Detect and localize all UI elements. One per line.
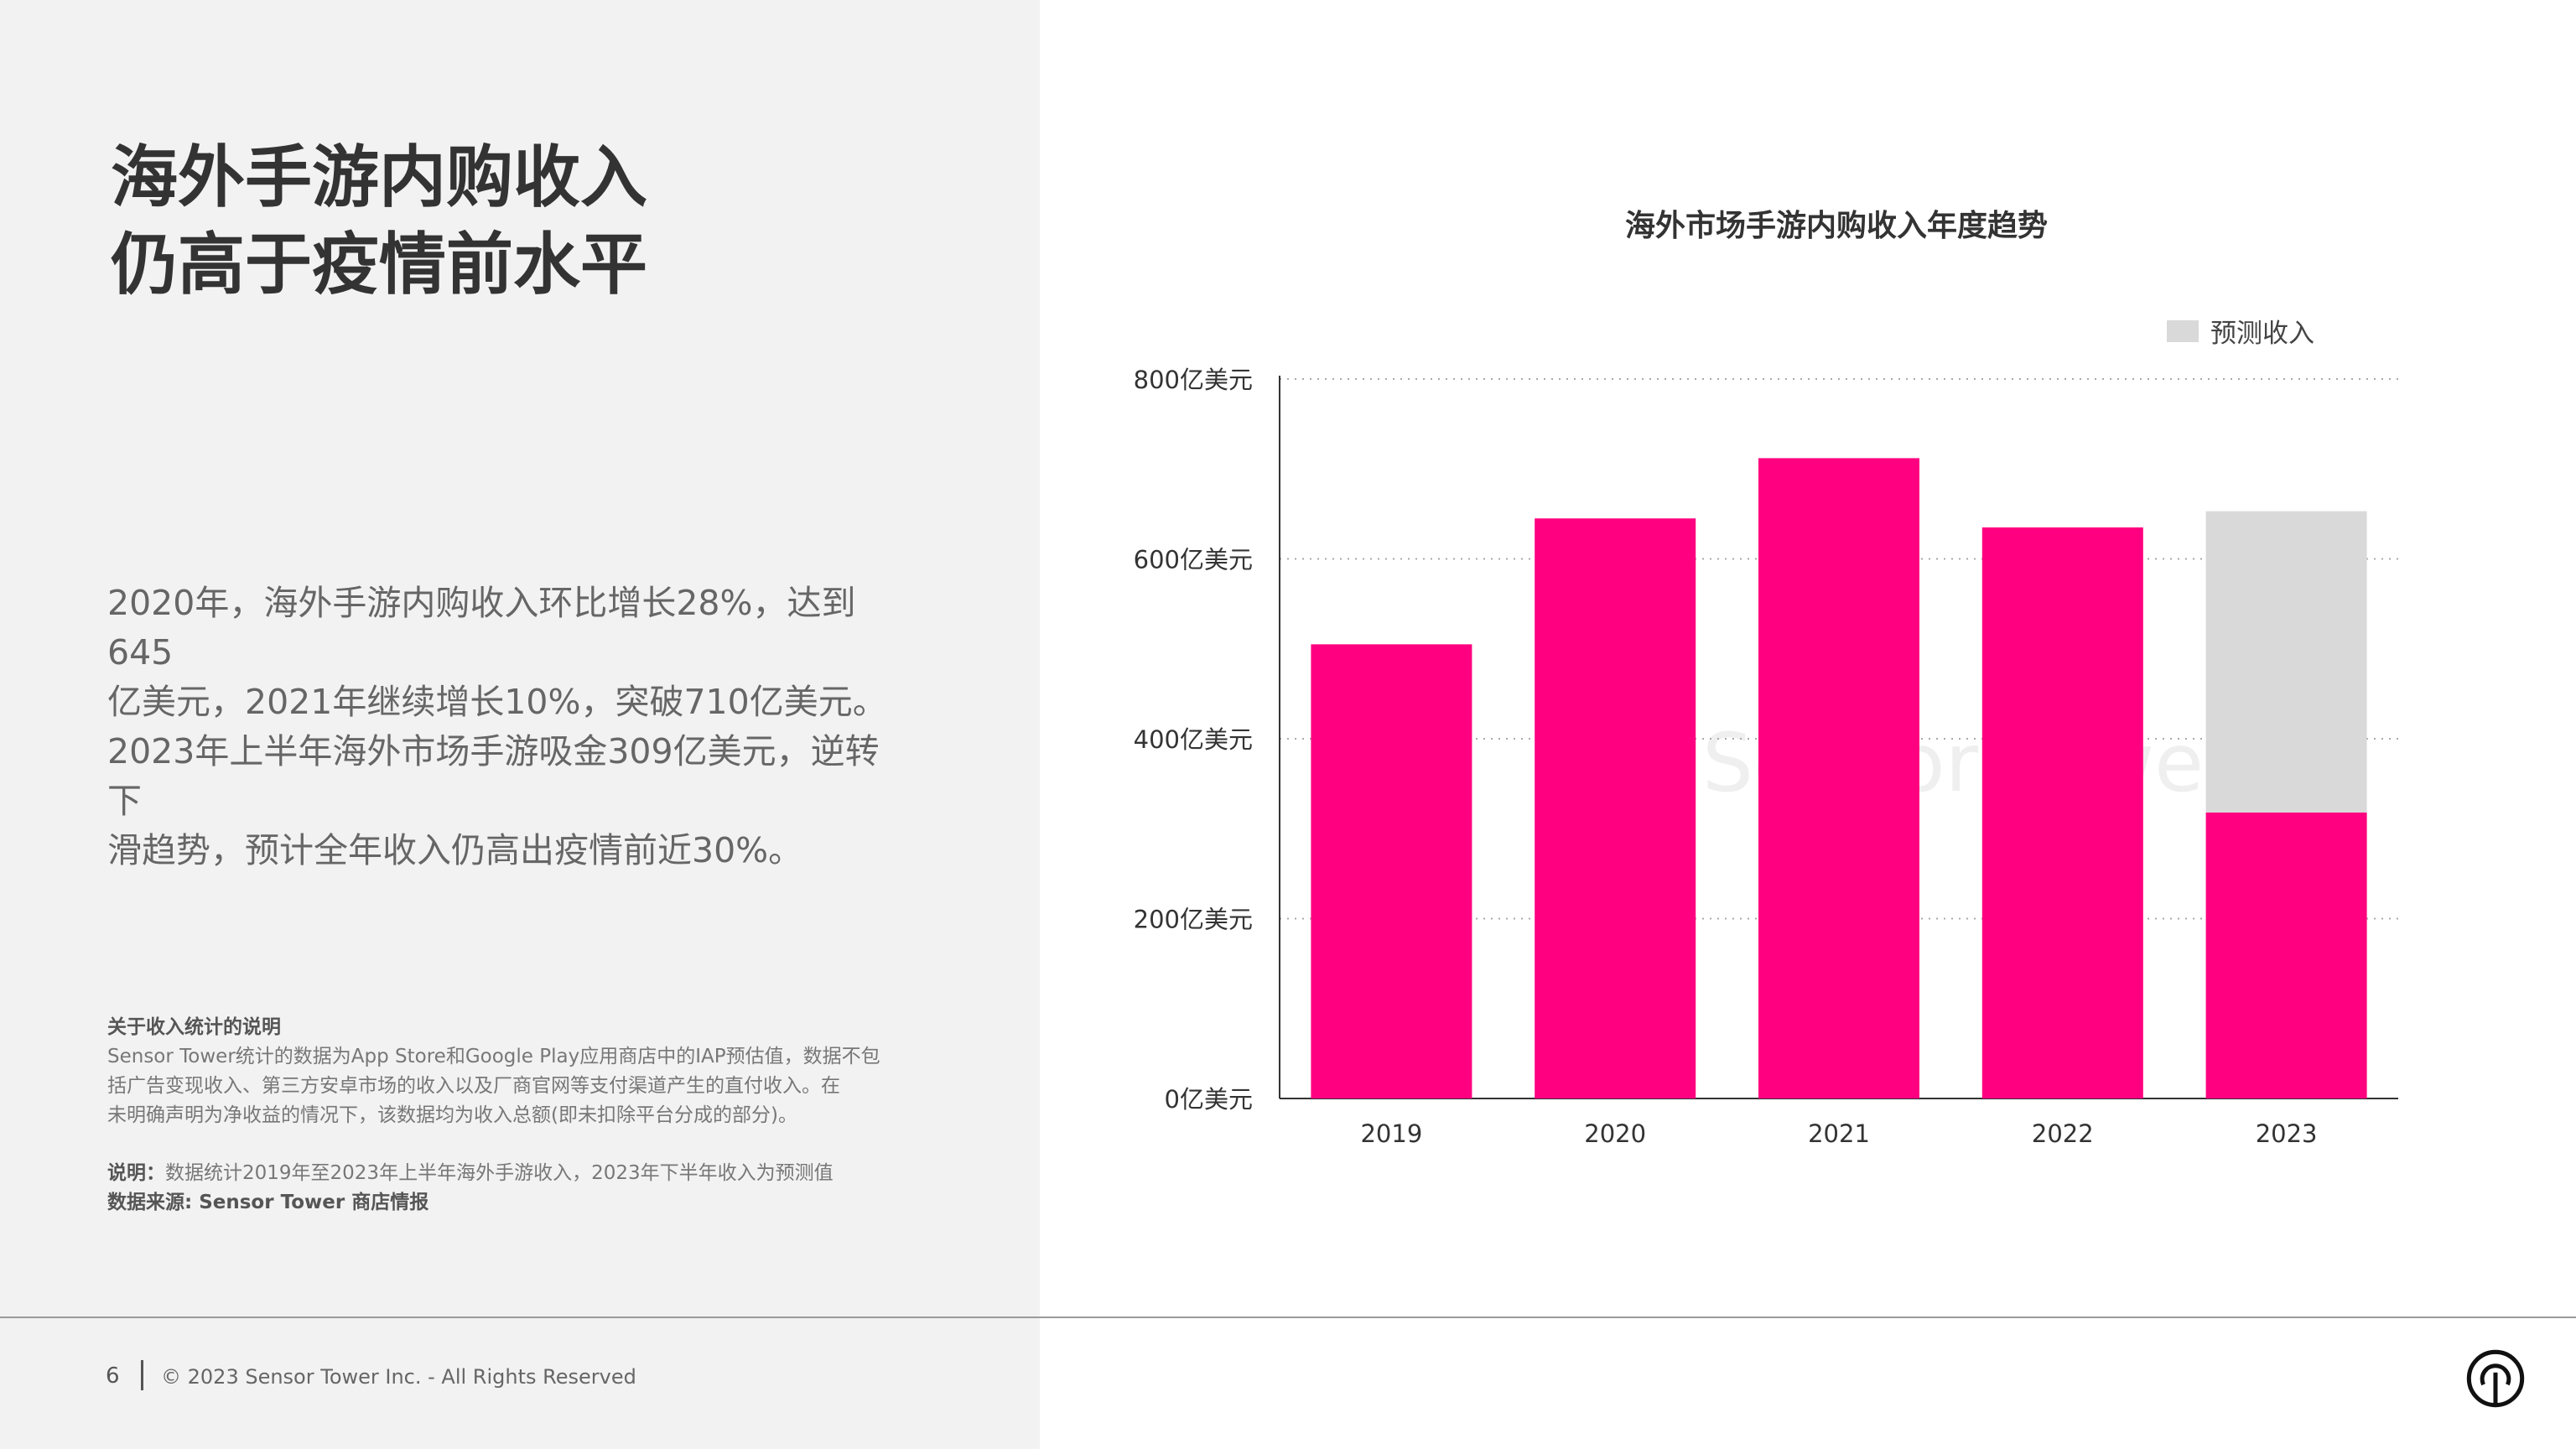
summary-line-2: 亿美元，2021年继续增长10%，突破710亿美元。 [107, 682, 887, 722]
sensor-tower-logo-icon [2466, 1349, 2525, 1408]
footer-separator [141, 1360, 143, 1390]
explain-row: 说明：数据统计2019年至2023年上半年海外手游收入，2023年下半年收入为预… [107, 1159, 912, 1188]
x-tick-label: 2020 [1584, 1119, 1646, 1148]
bar-actual-2023 [2205, 812, 2367, 1098]
summary-line-4: 滑趋势，预计全年收入仍高出疫情前近30%。 [107, 830, 803, 870]
y-tick-label: 600亿美元 [1134, 546, 1253, 574]
notes-line-1: Sensor Tower统计的数据为App Store和Google Play应… [107, 1046, 880, 1067]
left-panel: 海外手游内购收入 仍高于疫情前水平 2020年，海外手游内购收入环比增长28%，… [0, 0, 1040, 1449]
x-tick-label: 2019 [1360, 1119, 1422, 1148]
bar-actual-2019 [1311, 644, 1472, 1098]
page-number: 6 [106, 1363, 120, 1389]
bar-actual-2022 [1981, 527, 2143, 1098]
explain-text: 数据统计2019年至2023年上半年海外手游收入，2023年下半年收入为预测值 [165, 1162, 834, 1184]
notes-title: 关于收入统计的说明 [107, 1016, 281, 1038]
chart-legend: 预测收入 [2167, 312, 2314, 350]
notes-gap [107, 1130, 912, 1159]
chart-title: 海外市场手游内购收入年度趋势 [1624, 209, 2048, 243]
summary-line-3: 2023年上半年海外市场手游吸金309亿美元，逆转下 [107, 731, 880, 821]
y-tick-label: 800亿美元 [1134, 366, 1253, 394]
page-headline: 海外手游内购收入 仍高于疫情前水平 [111, 134, 647, 309]
x-tick-label: 2023 [2256, 1119, 2318, 1148]
notes-line-2: 括广告变现收入、第三方安卓市场的收入以及厂商官网等支付渠道产生的直付收入。在 [107, 1075, 840, 1097]
x-tick-label: 2021 [1808, 1119, 1870, 1148]
explain-label: 说明： [107, 1162, 165, 1184]
legend-label-forecast: 预测收入 [2210, 319, 2314, 349]
summary-line-1: 2020年，海外手游内购收入环比增长28%，达到645 [107, 583, 856, 673]
headline-line-2: 仍高于疫情前水平 [111, 226, 647, 304]
legend-swatch-forecast [2167, 319, 2199, 342]
headline-line-1: 海外手游内购收入 [111, 138, 647, 216]
y-tick-label: 200亿美元 [1134, 906, 1253, 934]
notes-line-3: 未明确声明为净收益的情况下，该数据均为收入总额(即未扣除平台分成的部分)。 [107, 1104, 797, 1126]
methodology-notes: 关于收入统计的说明 Sensor Tower统计的数据为App Store和Go… [107, 1013, 912, 1218]
bar-actual-2020 [1535, 518, 1696, 1098]
data-source: 数据来源: Sensor Tower 商店情报 [107, 1192, 429, 1213]
y-tick-label: 0亿美元 [1165, 1085, 1253, 1114]
summary-paragraph: 2020年，海外手游内购收入环比增长28%，达到645 亿美元，2021年继续增… [107, 579, 912, 875]
y-tick-label: 400亿美元 [1134, 725, 1253, 754]
copyright-text: © 2023 Sensor Tower Inc. - All Rights Re… [161, 1365, 636, 1389]
bar-actual-2021 [1758, 458, 1919, 1098]
x-tick-label: 2022 [2032, 1119, 2094, 1148]
bar-forecast-2023 [2205, 511, 2367, 813]
bar-chart: 0亿美元 200亿美元 400亿美元 600亿美元 800亿美元 2019 2020 2021… [1134, 366, 2398, 1148]
footer-divider [0, 1317, 2576, 1318]
